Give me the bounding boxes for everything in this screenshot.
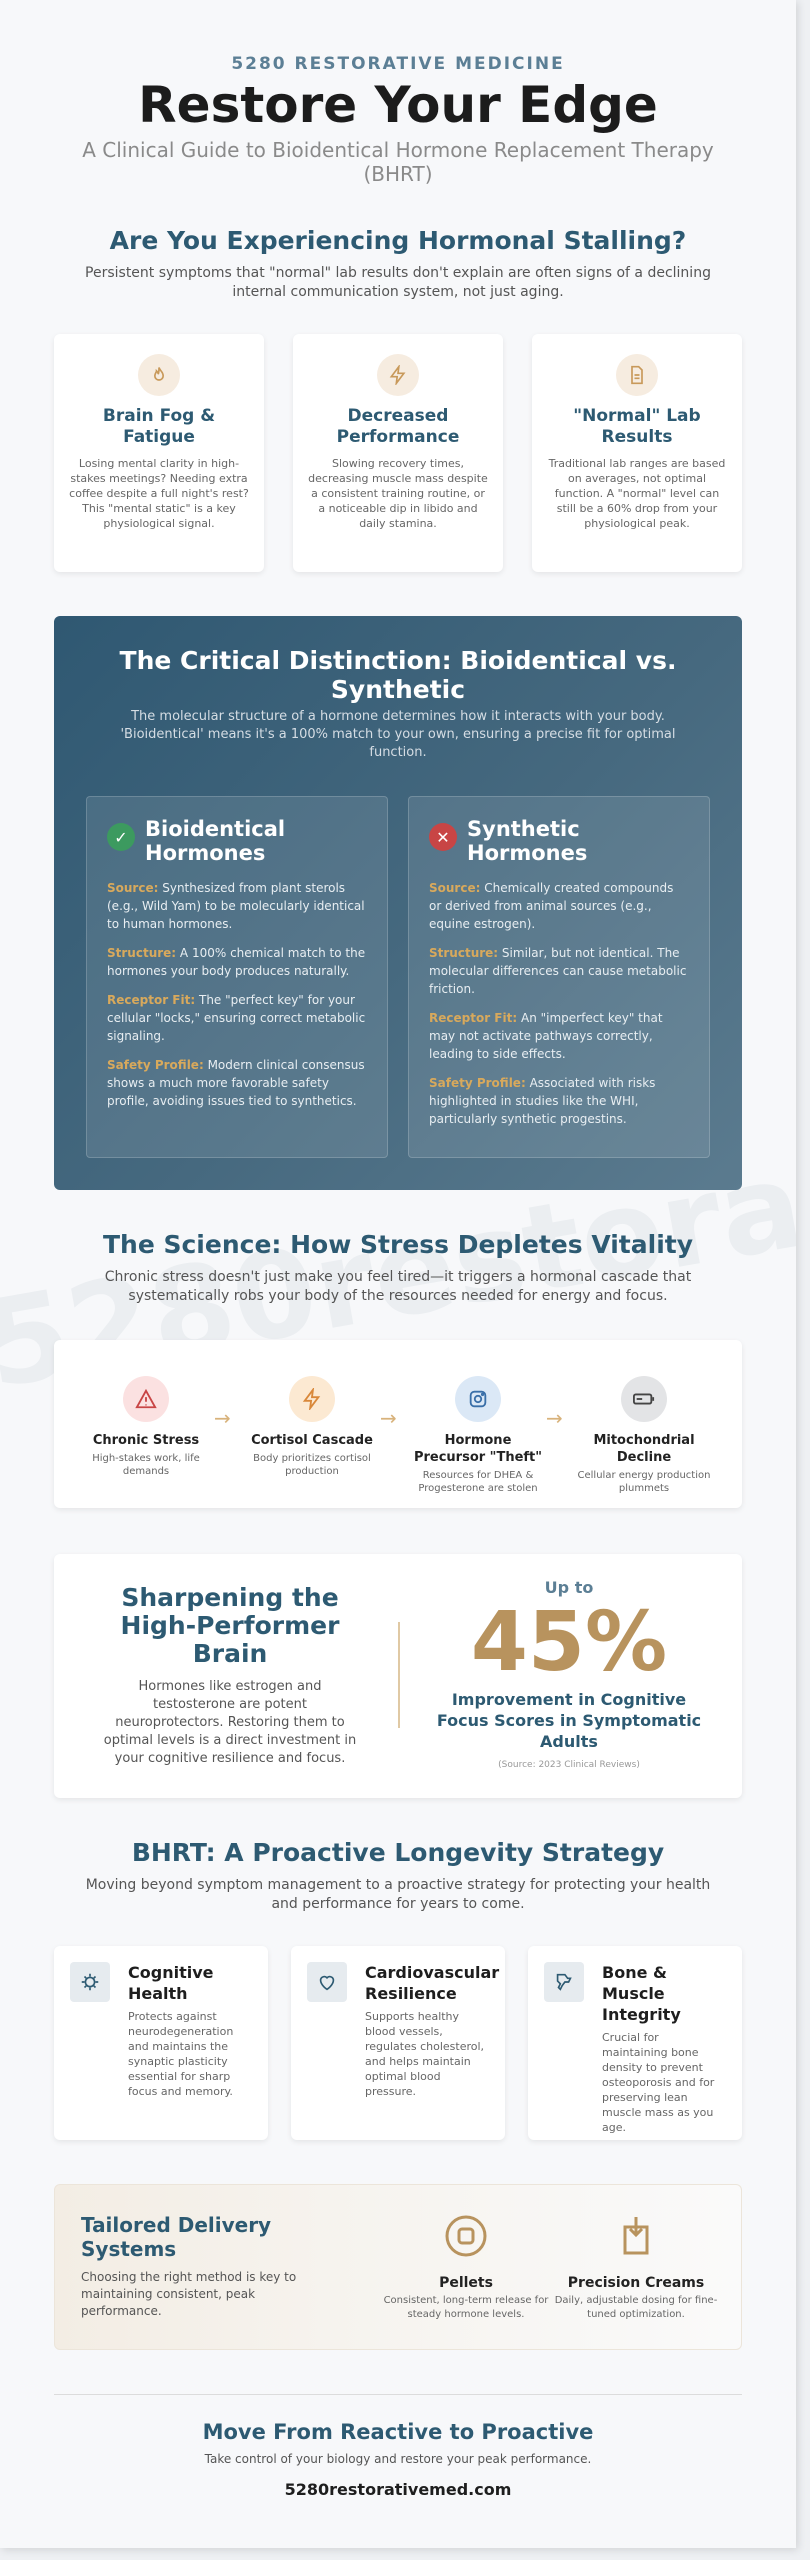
benefit-card: Cardiovascular Resilience Supports healt… xyxy=(291,1946,505,2140)
benefit-card: Bone & Muscle Integrity Crucial for main… xyxy=(528,1946,742,2140)
delivery-option: Precision Creams Daily, adjustable dosin… xyxy=(551,2211,721,2322)
lightning-icon xyxy=(289,1376,335,1422)
symptom-body: Traditional lab ranges are based on aver… xyxy=(548,457,726,530)
flow-step: Chronic Stress High-stakes work, life de… xyxy=(76,1364,216,1478)
stat-description: Improvement in Cognitive Focus Scores in… xyxy=(436,1690,702,1751)
precursor-icon xyxy=(455,1376,501,1422)
symptom-title: Brain Fog & Fatigue xyxy=(102,406,216,447)
benefit-body: Supports healthy blood vessels, regulate… xyxy=(365,2010,485,2098)
page-subtitle: A Clinical Guide to Bioidentical Hormone… xyxy=(82,138,714,186)
symptom-title: "Normal" Lab Results xyxy=(573,406,701,447)
stat-body: Hormones like estrogen and testosterone … xyxy=(103,1679,357,1766)
delivery-body: Choosing the right method is key to main… xyxy=(81,2270,297,2318)
delivery-title: Tailored Delivery Systems xyxy=(81,2213,272,2261)
synthetic-title: Synthetic Hormones xyxy=(467,817,588,865)
infographic-page: 5280restorativemed. 5280 RESTORATIVE MED… xyxy=(0,54,796,2499)
flow-step: Mitochondrial Decline Cellular energy pr… xyxy=(574,1364,714,1495)
science-lead: Chronic stress doesn't just make you fee… xyxy=(104,1269,692,1304)
website-link[interactable]: 5280restorativemed.com xyxy=(284,2480,512,2499)
distinction-lead: The molecular structure of a hormone det… xyxy=(120,709,676,760)
symptom-title: Decreased Performance xyxy=(336,406,460,447)
benefit-body: Crucial for maintaining bone density to … xyxy=(602,2031,715,2134)
comparison-item: Safety Profile: Associated with risks hi… xyxy=(429,1076,656,1126)
bioidentical-column: ✓ Bioidentical Hormones Source: Synthesi… xyxy=(86,796,388,1158)
bioidentical-title: Bioidentical Hormones xyxy=(145,817,286,865)
stat-value: 45% xyxy=(470,1595,668,1690)
stat-source: (Source: 2023 Clinical Reviews) xyxy=(498,1760,640,1770)
symptom-card: "Normal" Lab Results Traditional lab ran… xyxy=(532,334,742,572)
cream-icon xyxy=(551,2211,721,2261)
stat-prefix: Up to xyxy=(544,1578,594,1597)
comparison-item: Receptor Fit: The "perfect key" for your… xyxy=(107,993,366,1043)
warning-icon xyxy=(123,1376,169,1422)
arrow-right-icon: → xyxy=(546,1406,563,1430)
benefit-title: Bone & Muscle Integrity xyxy=(602,1963,681,2024)
footer-body: Take control of your biology and restore… xyxy=(204,2452,592,2466)
flame-icon xyxy=(138,354,180,396)
benefit-card: Cognitive Health Protects against neurod… xyxy=(54,1946,268,2140)
synthetic-column: ✕ Synthetic Hormones Source: Chemically … xyxy=(408,796,710,1158)
pellet-icon xyxy=(381,2211,551,2261)
check-icon: ✓ xyxy=(107,823,135,851)
lightning-icon xyxy=(377,354,419,396)
cross-icon: ✕ xyxy=(429,823,457,851)
flow-step: Cortisol Cascade Body prioritizes cortis… xyxy=(242,1364,382,1478)
symptom-card: Brain Fog & Fatigue Losing mental clarit… xyxy=(54,334,264,572)
distinction-title: The Critical Distinction: Bioidentical v… xyxy=(119,646,677,704)
symptoms-lead: Persistent symptoms that "normal" lab re… xyxy=(85,265,711,300)
arrow-right-icon: → xyxy=(380,1406,397,1430)
arrow-right-icon: → xyxy=(214,1406,231,1430)
cognitive-stat-card: Sharpening the High-Performer Brain Horm… xyxy=(54,1554,742,1798)
comparison-item: Source: Chemically created compounds or … xyxy=(429,881,674,931)
distinction-panel: The Critical Distinction: Bioidentical v… xyxy=(54,616,742,1190)
comparison-item: Structure: Similar, but not identical. T… xyxy=(429,946,687,996)
benefit-title: Cognitive Health xyxy=(128,1963,214,2003)
footer-divider xyxy=(54,2394,742,2395)
document-icon xyxy=(616,354,658,396)
heart-icon xyxy=(307,1962,347,2002)
comparison-item: Receptor Fit: An "imperfect key" that ma… xyxy=(429,1011,663,1061)
benefit-title: Cardiovascular Resilience xyxy=(365,1963,500,2003)
longevity-lead: Moving beyond symptom management to a pr… xyxy=(85,1877,711,1912)
symptom-card: Decreased Performance Slowing recovery t… xyxy=(293,334,503,572)
delivery-option: Pellets Consistent, long-term release fo… xyxy=(381,2211,551,2322)
bone-icon xyxy=(544,1962,584,2002)
comparison-item: Source: Synthesized from plant sterols (… xyxy=(107,881,365,931)
footer-title: Move From Reactive to Proactive xyxy=(202,2420,594,2444)
battery-icon xyxy=(621,1376,667,1422)
brand-eyebrow: 5280 RESTORATIVE MEDICINE xyxy=(231,54,565,74)
page-title: Restore Your Edge xyxy=(138,76,658,134)
symptom-body: Losing mental clarity in high-stakes mee… xyxy=(69,457,249,530)
symptoms-title: Are You Experiencing Hormonal Stalling? xyxy=(109,226,687,255)
comparison-item: Structure: A 100% chemical match to the … xyxy=(107,946,366,978)
longevity-title: BHRT: A Proactive Longevity Strategy xyxy=(131,1838,665,1867)
stat-title: Sharpening the High-Performer Brain xyxy=(120,1583,340,1668)
delivery-panel: Tailored Delivery Systems Choosing the r… xyxy=(54,2184,742,2350)
benefit-body: Protects against neurodegeneration and m… xyxy=(128,2010,234,2098)
stress-flow: Chronic Stress High-stakes work, life de… xyxy=(54,1340,742,1508)
flow-step: Hormone Precursor "Theft" Resources for … xyxy=(408,1364,548,1495)
brain-icon xyxy=(70,1962,110,2002)
science-title: The Science: How Stress Depletes Vitalit… xyxy=(102,1230,694,1259)
divider xyxy=(398,1622,400,1728)
symptom-body: Slowing recovery times, decreasing muscl… xyxy=(308,457,488,530)
comparison-item: Safety Profile: Modern clinical consensu… xyxy=(107,1058,365,1108)
